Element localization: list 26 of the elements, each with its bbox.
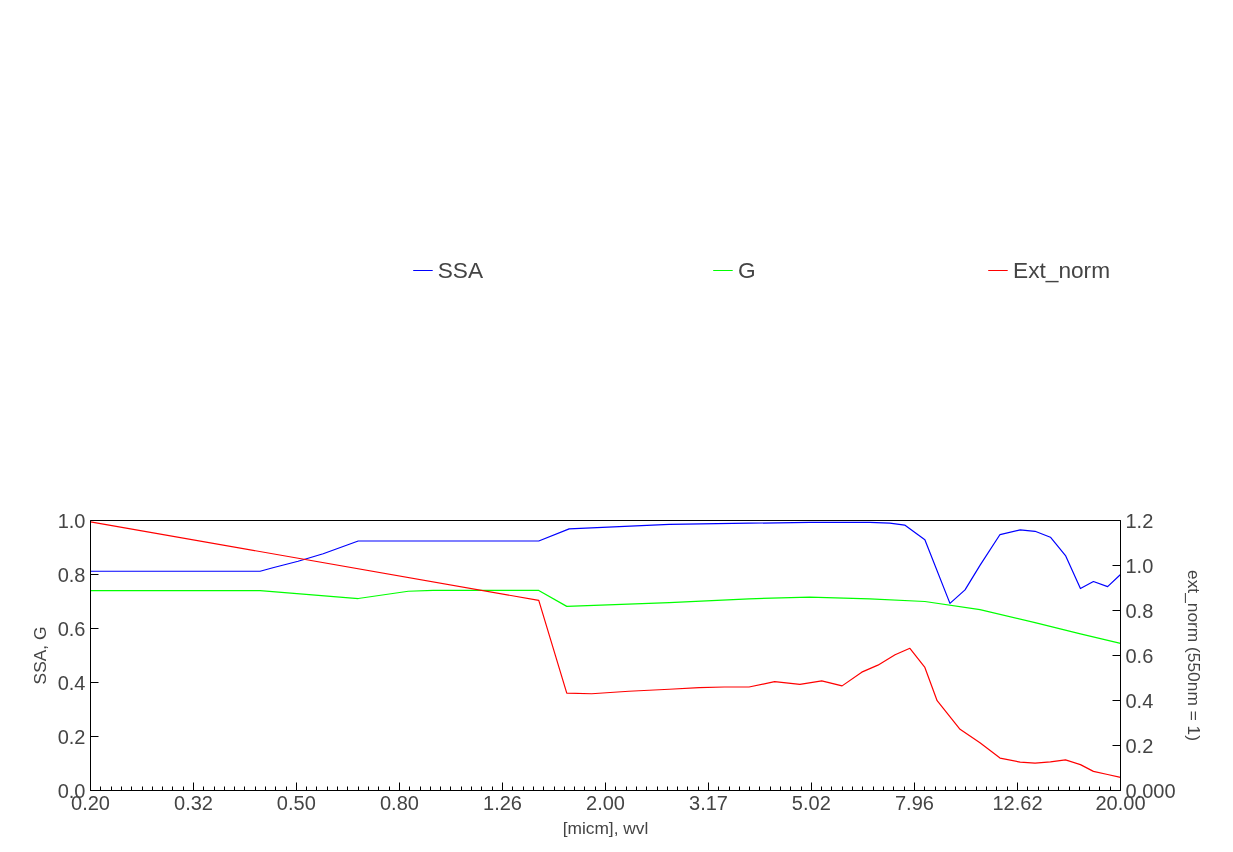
legend-label: Ext_norm [1013, 256, 1110, 284]
y2-tick-label: 0.2 [1125, 734, 1154, 757]
y2-tick-label: 0.6 [1125, 644, 1154, 667]
y2-tick-label: 1.0 [1125, 554, 1154, 577]
x-tick-label: 1.26 [483, 791, 522, 814]
y2-tick-label: 0.4 [1125, 689, 1154, 712]
x-tick-label: 2.00 [586, 791, 625, 814]
x-tick-label: 3.17 [689, 791, 728, 814]
x-tick-label: 5.02 [791, 791, 831, 814]
x-tick-label: 12.62 [992, 791, 1043, 814]
y2-tick-label: 0.8 [1125, 599, 1154, 622]
y-tick-label: 1.0 [57, 509, 86, 532]
x-axis-title: [micm], wvl [562, 817, 649, 838]
y-tick-label: 0.4 [57, 671, 86, 694]
y2-axis-title: ext_norm (550nm = 1) [1183, 570, 1204, 741]
legend-label: G [738, 256, 757, 284]
x-tick-label: 0.50 [276, 791, 316, 814]
y-tick-label: 0.2 [57, 725, 86, 748]
legend-label: SSA [437, 256, 484, 284]
y-axis-title: SSA, G [29, 626, 50, 685]
x-tick-label: 7.96 [894, 791, 934, 814]
x-tick-label: 0.32 [174, 791, 213, 814]
x-tick-label: 0.80 [379, 791, 419, 814]
y-tick-label: 0.8 [57, 563, 86, 586]
y2-tick-label: 1.2 [1125, 509, 1154, 532]
y-tick-label: 0.6 [57, 617, 86, 640]
